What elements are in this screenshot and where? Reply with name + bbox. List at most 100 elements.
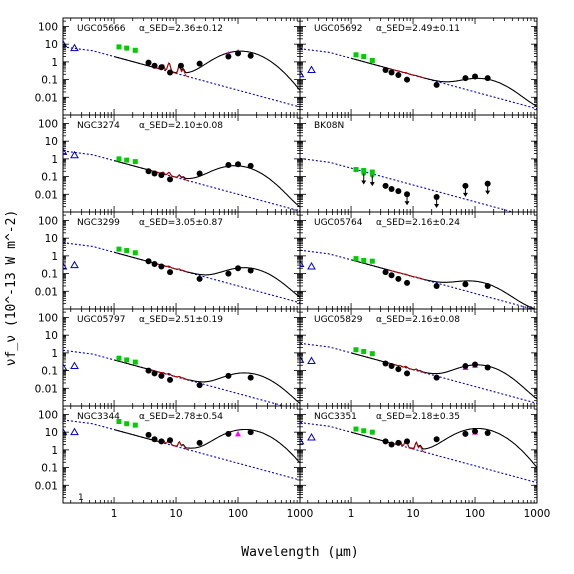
y-tick-label: 1 <box>51 445 58 457</box>
nir-point <box>369 169 375 175</box>
y-tick-label: 0.01 <box>35 383 58 395</box>
x-tick-label: 1 <box>111 508 118 520</box>
y-tick-label: 0.01 <box>35 480 58 492</box>
y-tick-label: 0.01 <box>35 286 58 298</box>
plot-area <box>300 157 515 212</box>
panel-name: UGC05829 <box>314 315 363 325</box>
x-axis-label: Wavelength (μm) <box>241 545 358 560</box>
total-model-line <box>114 50 300 91</box>
data-point <box>395 439 402 446</box>
data-point <box>462 281 469 288</box>
data-point <box>247 374 254 381</box>
panel-name: UGC05797 <box>77 315 125 325</box>
uv-point <box>300 259 305 267</box>
total-model-line <box>351 57 537 107</box>
nir-point <box>124 357 130 363</box>
uv-point <box>300 436 305 445</box>
data-point <box>145 168 152 175</box>
y-tick-label: 10 <box>45 427 58 439</box>
stellar-model-line <box>63 419 300 481</box>
uv-point <box>307 432 316 441</box>
uv-point <box>307 65 316 73</box>
uv-point <box>63 39 68 48</box>
total-model-line <box>114 160 300 208</box>
nir-point <box>116 44 122 50</box>
data-point <box>196 170 203 177</box>
nir-point <box>361 348 367 354</box>
x-tick-label: 1000 <box>524 508 551 520</box>
data-point <box>247 52 254 59</box>
fir-model-point <box>235 430 242 437</box>
panel-name: NGC3299 <box>77 218 120 228</box>
uv-point <box>70 427 79 436</box>
nir-point <box>116 418 122 424</box>
stellar-model-line <box>63 46 300 108</box>
data-point <box>235 50 242 57</box>
uv-point <box>63 147 68 155</box>
y-tick-label: 1 <box>51 57 58 69</box>
nir-point <box>369 258 375 264</box>
upper-limit-arrowhead <box>485 190 491 195</box>
data-point <box>404 76 411 83</box>
nir-point <box>132 159 138 165</box>
data-point <box>167 437 174 444</box>
total-model-line <box>114 251 300 298</box>
nir-point <box>361 168 367 174</box>
data-point <box>404 370 411 377</box>
y-tick-label: 0.1 <box>41 366 58 378</box>
plot-area <box>63 147 300 212</box>
plot-area <box>300 249 537 309</box>
data-point <box>225 430 232 437</box>
nir-point <box>124 421 130 427</box>
nir-point <box>116 156 122 162</box>
data-point <box>433 282 440 289</box>
y-tick-label: 100 <box>38 312 58 324</box>
nir-point <box>124 248 130 254</box>
y-tick-label: 0.1 <box>41 269 58 281</box>
data-point <box>145 59 152 66</box>
pah-model-line <box>388 68 426 79</box>
data-point <box>151 436 158 443</box>
sed-panels: UGC05666 α_SED=2.36±0.121001010.10.01UGC0… <box>35 17 551 520</box>
nir-point <box>369 57 375 63</box>
upper-limit-arrowhead <box>361 180 367 185</box>
sed-panel-ugc05764: UGC05764 α_SED=2.16±0.24 <box>299 211 538 310</box>
uv-point <box>70 361 79 370</box>
sed-panel-bk08n: BK08N <box>299 114 538 213</box>
data-point <box>484 75 491 82</box>
data-point <box>225 270 232 277</box>
data-point <box>145 258 152 265</box>
y-tick-label: 100 <box>38 21 58 33</box>
x-tick-label: 10 <box>406 508 419 520</box>
data-point <box>167 69 174 76</box>
sed-panel-ngc3344: NGC3344 α_SED=2.78±0.54 100 10 1 0.1 0.01 1 10 10… <box>35 405 313 520</box>
data-point <box>167 269 174 276</box>
sed-panel-ngc3351: NGC3351 α_SED=2.18±0.35 1 10 100 1000 <box>299 405 551 520</box>
data-point <box>484 429 491 436</box>
upper-limit-arrowhead <box>462 192 468 197</box>
upper-limit-arrowhead <box>434 204 440 209</box>
nir-point <box>353 256 359 262</box>
data-point <box>388 185 395 192</box>
data-point <box>145 367 152 374</box>
data-point <box>433 81 440 88</box>
data-point <box>388 441 395 448</box>
x-tick-label: 1 <box>348 508 355 520</box>
data-point <box>235 265 242 272</box>
nir-point <box>353 426 359 432</box>
data-point <box>158 172 165 179</box>
data-point <box>462 363 469 370</box>
uv-point <box>307 262 316 270</box>
y-tick-label: 1 <box>51 348 58 360</box>
pah-model-line <box>151 262 189 273</box>
y-tick-label: 10 <box>45 233 58 245</box>
data-point <box>158 372 165 379</box>
nir-point <box>124 45 130 51</box>
data-point <box>433 374 440 381</box>
data-point <box>388 69 395 76</box>
data-point <box>484 364 491 371</box>
data-point <box>225 372 232 379</box>
alpha-sed-label: α_SED=2.16±0.24 <box>376 218 460 228</box>
total-model-line <box>351 352 537 400</box>
data-point <box>382 269 389 276</box>
